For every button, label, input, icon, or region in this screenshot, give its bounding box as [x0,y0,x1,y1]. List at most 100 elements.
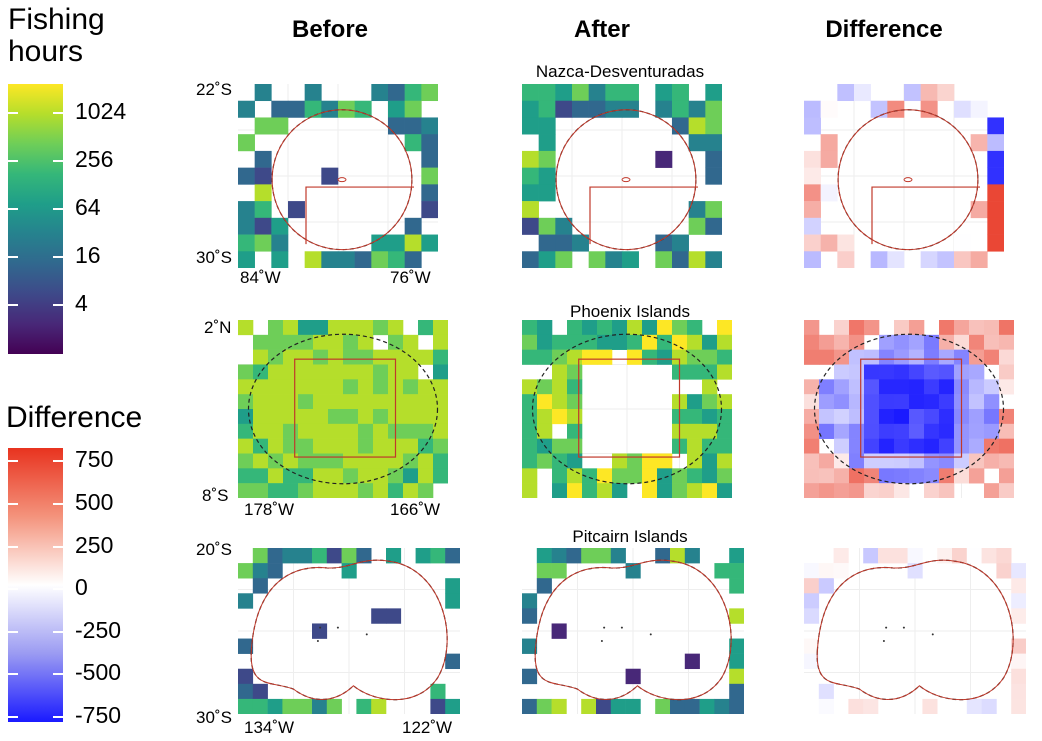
grid-cell [537,453,553,469]
grid-cell [538,150,556,168]
grid-cell [433,364,448,380]
grid-cell [954,100,971,118]
grid-cell [268,438,284,454]
grid-cell [970,100,988,118]
grid-cell [326,548,342,564]
grid-cell [283,364,299,380]
grid-cell [433,320,448,336]
difference-legend-title: Difference [6,401,143,434]
grid-cell [849,364,865,380]
grid-cell [343,379,359,395]
grid-cell [834,483,850,498]
grid-cell [238,100,255,118]
grid-cell [729,653,744,670]
grid-cell [522,608,538,624]
grid-cell [894,394,910,410]
grid-cell [717,320,732,336]
region-label-pitcairn: Pitcairn Islands [572,527,688,546]
grid-cell [551,548,567,564]
grid-cell [567,483,583,498]
grid-cell [373,349,389,365]
map-panel-before-0 [238,84,438,268]
fishing-legend-title: Fishing hours [8,4,105,68]
grid-cell [717,394,732,410]
mpa-boundary [589,186,698,245]
grid-cell [804,578,820,594]
grid-cell [343,394,359,410]
grid-cell [684,548,700,564]
grid-cell [567,453,583,469]
grid-cell [969,423,985,439]
grid-cell [238,638,254,654]
grid-cell [572,84,589,102]
grid-cell [714,563,730,579]
grid-cell [729,683,744,700]
grid-cell [297,698,313,714]
mpa-boundary [534,559,732,701]
difference-tick-mark [8,546,18,548]
grid-cell [804,184,821,202]
mpa-boundary [555,109,697,251]
grid-cell [834,423,850,439]
grid-cell [358,349,374,365]
grid-cell [688,251,706,268]
grid-cell [551,563,567,579]
grid-cell [687,468,703,484]
grid-cell [321,100,339,118]
grid-cell [358,438,374,454]
grid-cell [522,84,539,102]
grid-cell [820,100,838,118]
grid-cell [894,438,910,454]
grid-cell [421,184,438,202]
grid-cell [537,349,553,365]
grid-cell [863,548,879,564]
grid-cell [833,548,849,564]
grid-cell [627,349,643,365]
grid-cell [238,320,254,336]
mpa-boundary [271,109,413,251]
grid-cell [537,394,553,410]
grid-cell [522,117,539,135]
grid-cell [522,100,539,118]
grid-cell [597,349,613,365]
grid-cell [538,134,556,152]
grid-cell [567,320,583,336]
grid-cell [238,668,254,685]
grid-cell [421,117,438,135]
grid-cell [625,563,641,579]
difference-tick-label: 0 [75,574,88,600]
grid-cell [687,364,703,380]
grid-cell [939,423,955,439]
grid-cell [403,409,419,425]
difference-tick-label: -250 [75,617,122,643]
grid-cell [298,364,314,380]
grid-cell [657,334,673,350]
grid-cell [597,334,613,350]
grid-cell [834,468,850,484]
grid-cell [687,453,703,469]
grid-cell [879,379,895,395]
mpa-boundary [305,186,414,245]
grid-cell [288,201,305,219]
grid-cell [924,483,940,498]
grid-cell [522,320,538,336]
grid-cell [909,334,925,350]
grid-cell [298,483,314,498]
grid-cell [358,320,374,336]
map-panel-difference-0 [804,84,1004,268]
grid-cell [328,483,344,498]
grid-cell [582,334,598,350]
grid-cell [373,468,389,484]
grid-cell [271,217,289,235]
grid-cell [567,409,583,425]
grid-cell [717,349,732,365]
grid-cell [238,379,254,395]
grid-cell [864,409,880,425]
grid-cell [999,364,1014,380]
grid-cell [253,364,269,380]
grid-cell [522,438,538,454]
grid-cell [343,320,359,336]
grid-cell [582,320,598,336]
grid-cell [388,468,404,484]
grid-cell [254,84,272,102]
